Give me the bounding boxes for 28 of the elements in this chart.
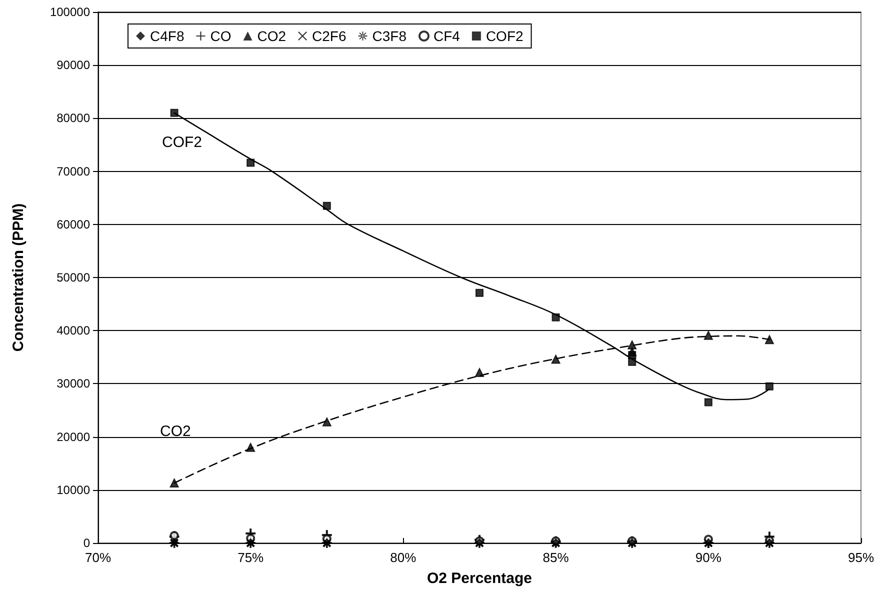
- y-tick-label: 20000: [56, 430, 90, 444]
- y-tick-label: 0: [83, 536, 90, 550]
- legend-label: C4F8: [150, 28, 184, 44]
- legend-label: CO2: [257, 28, 286, 44]
- y-tick-label: 90000: [56, 58, 90, 72]
- annotation: COF2: [162, 134, 202, 151]
- x-tick-label: 80%: [390, 550, 417, 565]
- legend-label: CO: [210, 28, 232, 44]
- x-tick-label: 70%: [84, 550, 112, 565]
- legend-label: C3F8: [372, 28, 407, 44]
- annotation: CO2: [160, 423, 191, 440]
- x-tick-label: 95%: [848, 550, 874, 565]
- legend-label: C2F6: [312, 28, 346, 44]
- x-tick-label: 85%: [542, 550, 570, 565]
- y-axis-title: Concentration (PPM): [10, 203, 27, 352]
- legend-label: COF2: [486, 28, 524, 44]
- y-tick-label: 100000: [50, 5, 90, 19]
- y-tick-label: 30000: [56, 376, 90, 391]
- x-axis-title: O2 Percentage: [426, 570, 532, 587]
- x-tick-label: 90%: [695, 550, 722, 565]
- y-tick-label: 10000: [56, 482, 90, 497]
- y-tick-label: 80000: [56, 111, 90, 126]
- y-tick-label: 40000: [56, 324, 90, 338]
- y-tick-label: 50000: [56, 270, 90, 284]
- y-tick-label: 70000: [56, 164, 90, 178]
- y-tick-label: 60000: [56, 217, 90, 232]
- legend-label: CF4: [433, 28, 460, 44]
- x-tick-label: 75%: [238, 550, 264, 565]
